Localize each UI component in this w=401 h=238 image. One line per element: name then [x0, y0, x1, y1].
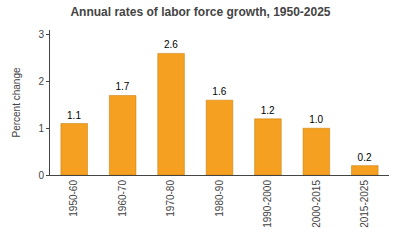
- svg-text:1.1: 1.1: [67, 110, 81, 121]
- svg-text:0: 0: [38, 170, 44, 181]
- svg-text:Annual rates of labor force gr: Annual rates of labor force growth, 1950…: [70, 5, 330, 19]
- svg-text:1980-90: 1980-90: [214, 180, 225, 217]
- svg-text:2: 2: [38, 76, 44, 87]
- svg-text:1.0: 1.0: [309, 114, 323, 125]
- svg-text:2.6: 2.6: [164, 39, 178, 50]
- svg-text:2000-2015: 2000-2015: [311, 180, 322, 228]
- svg-text:1970-80: 1970-80: [165, 180, 176, 217]
- svg-text:1.6: 1.6: [212, 86, 226, 97]
- svg-text:1960-70: 1960-70: [117, 180, 128, 217]
- svg-text:Percent change: Percent change: [11, 67, 22, 137]
- svg-text:1.7: 1.7: [115, 81, 129, 92]
- svg-text:3: 3: [38, 29, 44, 40]
- svg-text:2015-2025: 2015-2025: [359, 180, 370, 228]
- svg-text:1990-2000: 1990-2000: [262, 180, 273, 228]
- svg-text:1: 1: [38, 123, 44, 134]
- svg-text:0.2: 0.2: [358, 152, 372, 163]
- svg-text:1950-60: 1950-60: [68, 180, 79, 217]
- svg-text:1.2: 1.2: [261, 105, 275, 116]
